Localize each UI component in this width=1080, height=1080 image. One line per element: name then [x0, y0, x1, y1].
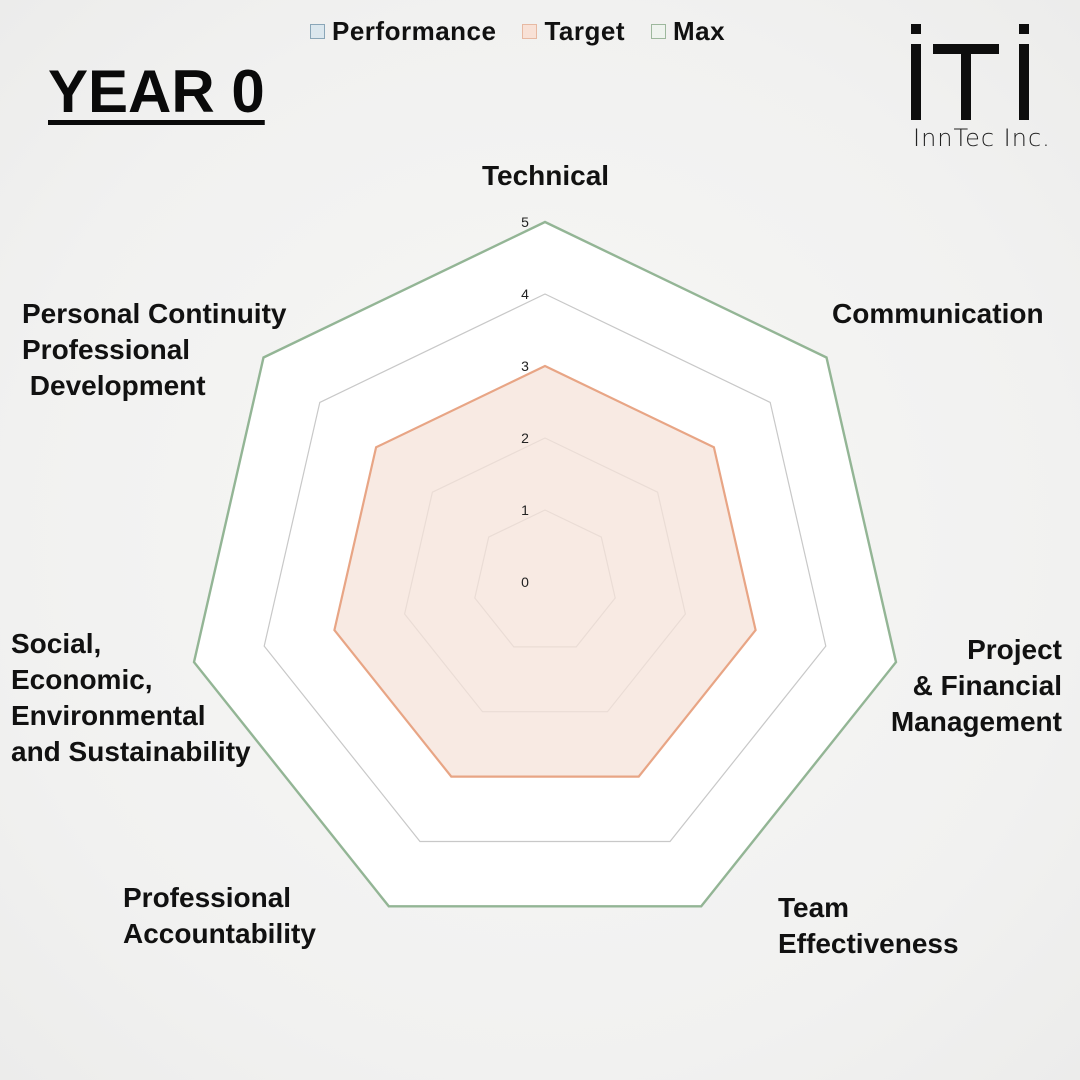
axis-label-professional-accountability: Professional Accountability	[123, 882, 316, 949]
radar-tick-label: 1	[521, 502, 529, 518]
axis-label-communication: Communication	[832, 298, 1044, 329]
axis-label-personal-continuity: Personal Continuity Professional Develop…	[22, 298, 287, 401]
radar-tick-label: 0	[521, 574, 529, 590]
legend-label-max: Max	[673, 16, 726, 46]
radar-tick-label: 2	[521, 430, 529, 446]
page-title: YEAR 0	[48, 58, 265, 125]
radar-series	[192, 220, 898, 908]
axis-label-social-economic-environmental: Social, Economic, Environmental and Sust…	[11, 628, 251, 767]
series-max-polygon	[192, 220, 898, 908]
series-target-polygon	[333, 364, 757, 778]
legend-label-target: Target	[544, 16, 625, 46]
legend-swatch-target	[522, 24, 538, 39]
axis-label-technical: Technical	[482, 160, 610, 191]
legend-swatch-max	[651, 24, 666, 39]
legend-item-performance[interactable]: Performance	[310, 16, 496, 47]
radar-tick-label: 3	[521, 358, 529, 374]
legend-swatch-performance	[310, 24, 325, 39]
radar-tick-labels: 0 1 2 3 4 5	[521, 214, 529, 590]
legend-label-performance: Performance	[332, 16, 497, 46]
legend-item-max[interactable]: Max	[651, 16, 725, 47]
radar-tick-label: 5	[521, 214, 529, 230]
logo-company-name: InnTec Inc.	[913, 124, 1051, 152]
axis-label-project-financial-management: Project & Financial Management	[890, 634, 1062, 737]
radar-tick-label: 4	[521, 286, 529, 302]
legend-item-target[interactable]: Target	[522, 16, 625, 47]
company-logo: InnTec Inc.	[905, 24, 1050, 156]
radar-gridline	[263, 293, 827, 843]
chart-legend: Performance Target Max	[310, 16, 725, 47]
iti-logo-mark	[911, 24, 1029, 120]
axis-label-team-effectiveness: Team Effectiveness	[778, 892, 959, 959]
